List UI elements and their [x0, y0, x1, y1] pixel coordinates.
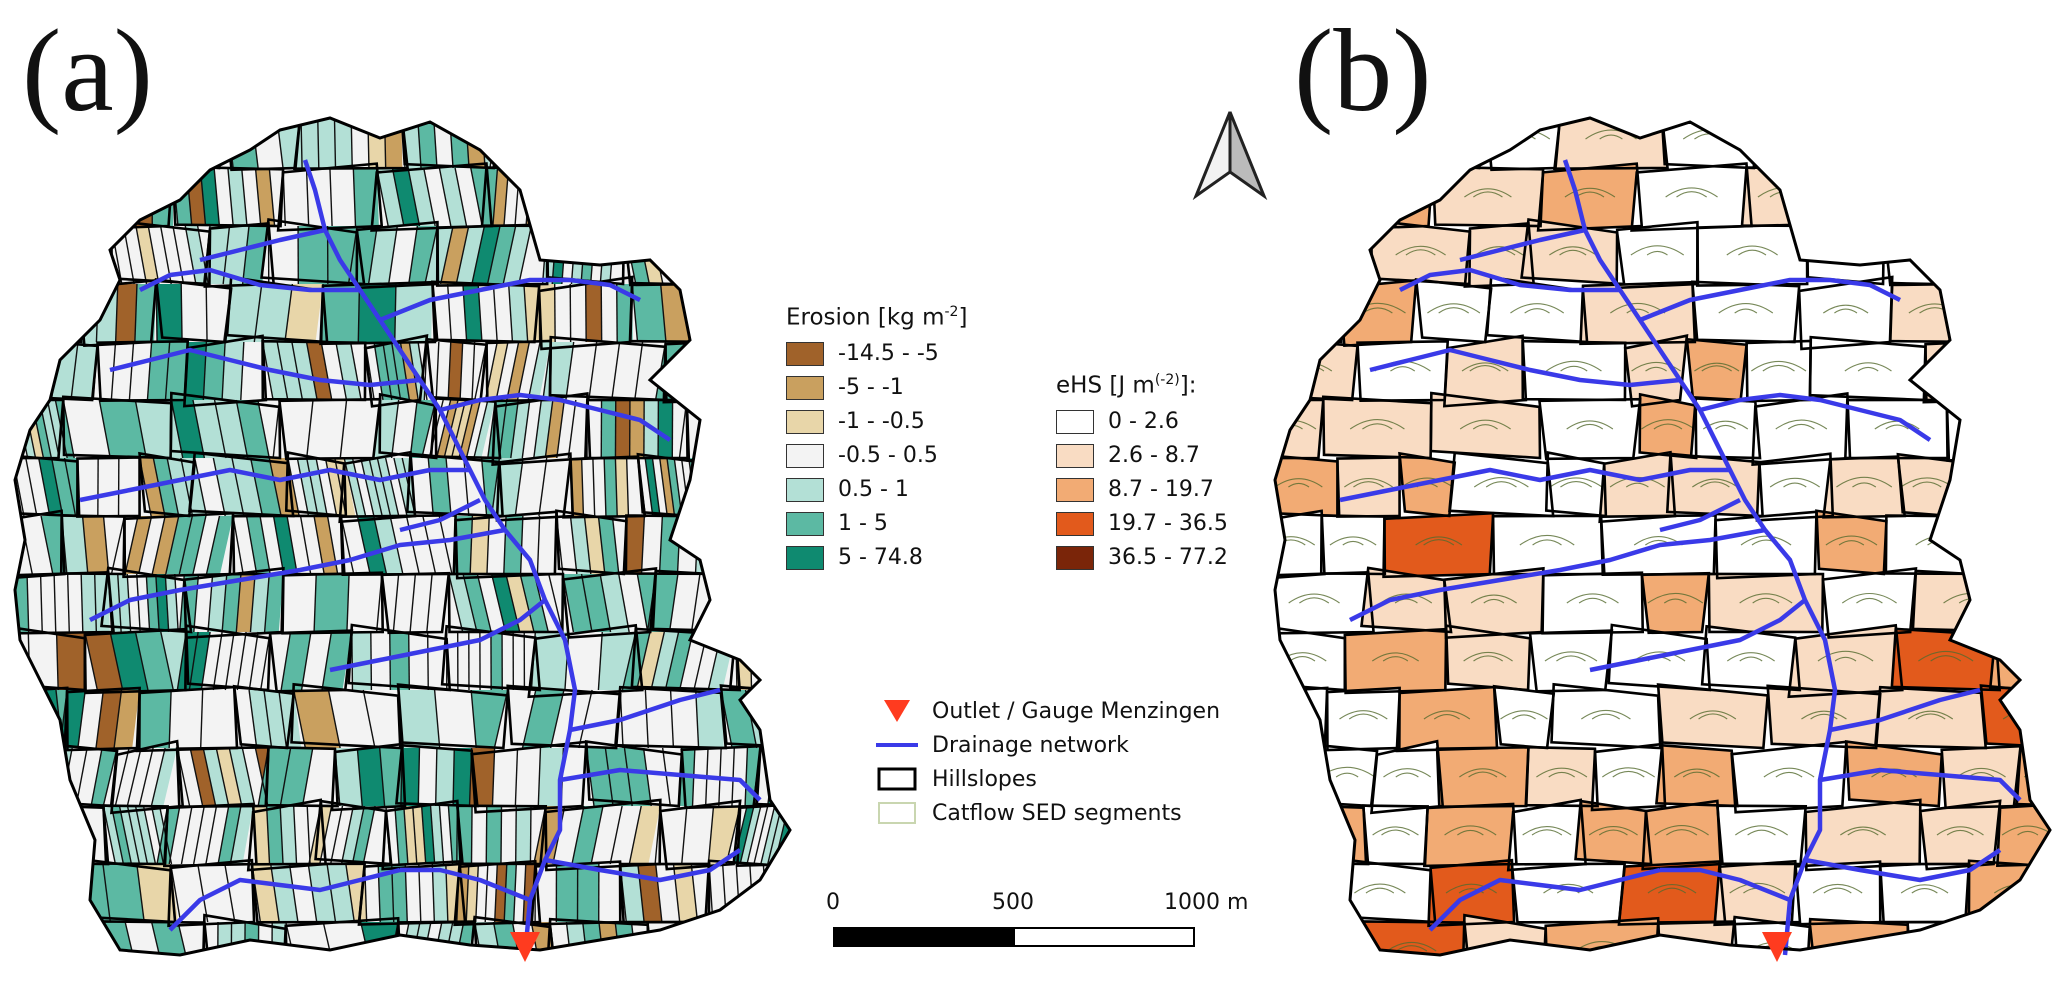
ehs-legend-label: 2.6 - 8.7: [1108, 443, 1200, 469]
ehs-legend-swatch: [1056, 443, 1094, 468]
erosion-legend-label: -14.5 - -5: [838, 341, 939, 367]
ehs-legend-label: 19.7 - 36.5: [1108, 511, 1228, 537]
drainage-line-icon: [876, 733, 918, 757]
erosion-legend-label: -5 - -1: [838, 375, 904, 401]
scale-bar: [833, 927, 1195, 947]
legend-hillslopes: Hillslopes: [876, 762, 1220, 796]
ehs-legend-swatch: [1056, 409, 1094, 434]
erosion-legend-swatch: [786, 545, 824, 570]
ehs-legend-swatch: [1056, 511, 1094, 536]
ehs-legend-swatch: [1056, 477, 1094, 502]
erosion-legend-class-1: -5 - -1: [786, 371, 967, 405]
ehs-legend-class-3: 19.7 - 36.5: [1056, 507, 1228, 541]
erosion-legend-class-6: 5 - 74.8: [786, 541, 967, 575]
drainage-network-a: [79, 159, 762, 956]
scale-label-0: 0: [826, 890, 840, 915]
ehs-legend-class-2: 8.7 - 19.7: [1056, 473, 1228, 507]
ehs-legend: eHS [J m(-2)]: 0 - 2.6 2.6 - 8.7 8.7 - 19.…: [1056, 372, 1228, 575]
legend-drainage: Drainage network: [876, 728, 1220, 762]
erosion-legend-swatch: [786, 375, 824, 400]
catchment-boundary-b: [1273, 116, 2052, 957]
scale-label-1000: 1000 m: [1164, 890, 1249, 915]
erosion-legend-label: 5 - 74.8: [838, 545, 923, 571]
panel-label-b: (b): [1294, 5, 1432, 136]
erosion-legend-class-5: 1 - 5: [786, 507, 967, 541]
erosion-legend-swatch: [786, 443, 824, 468]
erosion-legend-class-4: 0.5 - 1: [786, 473, 967, 507]
outlet-triangle-icon: [876, 699, 918, 723]
legend-segments: Catflow SED segments: [876, 796, 1220, 830]
erosion-legend-label: 0.5 - 1: [838, 477, 909, 503]
ehs-legend-class-0: 0 - 2.6: [1056, 405, 1228, 439]
segment-box-icon: [876, 801, 918, 825]
ehs-legend-label: 36.5 - 77.2: [1108, 545, 1228, 571]
ehs-legend-class-1: 2.6 - 8.7: [1056, 439, 1228, 473]
hillslope-box-icon: [876, 767, 918, 791]
erosion-legend: Erosion [kg m-2] -14.5 - -5 -5 - -1 -1 - -…: [786, 304, 967, 575]
erosion-legend-swatch: [786, 477, 824, 502]
scale-label-500: 500: [992, 890, 1034, 915]
ehs-legend-swatch: [1056, 545, 1094, 570]
erosion-legend-class-0: -14.5 - -5: [786, 337, 967, 371]
erosion-legend-swatch: [786, 341, 824, 366]
panel-label-a: (a): [22, 5, 153, 136]
erosion-legend-swatch: [786, 409, 824, 434]
outlet-marker-b: [1762, 932, 1792, 962]
erosion-legend-class-3: -0.5 - 0.5: [786, 439, 967, 473]
erosion-legend-label: -1 - -0.5: [838, 409, 925, 435]
ehs-legend-class-4: 36.5 - 77.2: [1056, 541, 1228, 575]
ehs-legend-label: 8.7 - 19.7: [1108, 477, 1214, 503]
catchment-boundary-a: [13, 116, 792, 957]
ehs-legend-title: eHS [J m(-2)]:: [1056, 372, 1197, 399]
erosion-legend-title: Erosion [kg m-2]: [786, 304, 968, 331]
drainage-network-b: [1339, 159, 2022, 956]
ehs-map: [1273, 116, 2052, 962]
erosion-legend-label: 1 - 5: [838, 511, 888, 537]
erosion-legend-class-2: -1 - -0.5: [786, 405, 967, 439]
erosion-legend-label: -0.5 - 0.5: [838, 443, 938, 469]
north-arrow-icon: [1192, 111, 1268, 201]
legend-outlet: Outlet / Gauge Menzingen: [876, 694, 1220, 728]
ehs-legend-label: 0 - 2.6: [1108, 409, 1179, 435]
erosion-map: [13, 116, 792, 962]
erosion-legend-swatch: [786, 511, 824, 536]
outlet-marker-a: [510, 932, 540, 962]
features-legend: Outlet / Gauge Menzingen Drainage networ…: [876, 694, 1220, 830]
